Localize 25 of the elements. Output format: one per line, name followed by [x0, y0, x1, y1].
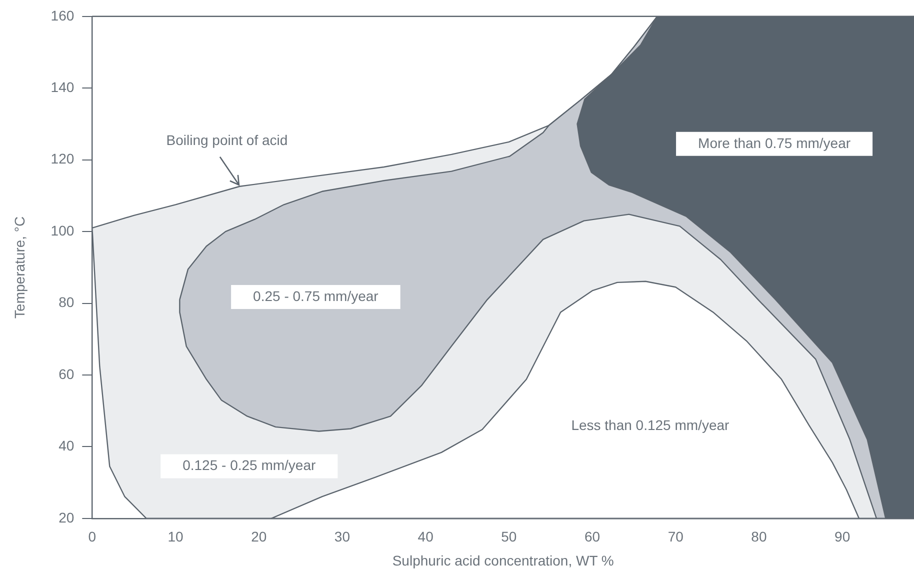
x-tick-label: 30 — [334, 528, 350, 545]
x-tick-label: 40 — [418, 528, 434, 545]
annotation: Less than 0.125 mm/year — [571, 416, 730, 433]
x-axis-title: Sulphuric acid concentration, WT % — [392, 552, 614, 568]
y-tick-label: 160 — [50, 7, 74, 24]
y-axis-title: Temperature, °C — [11, 216, 28, 318]
annotation: More than 0.75 mm/year — [698, 134, 851, 151]
x-tick-label: 20 — [251, 528, 267, 545]
y-tick-label: 40 — [58, 438, 74, 454]
x-tick-label: 0 — [88, 528, 96, 545]
x-tick-label: 70 — [668, 528, 684, 545]
y-tick-label: 60 — [58, 366, 74, 382]
annotation: 0.125 - 0.25 mm/year — [182, 457, 316, 474]
y-tick-label: 120 — [50, 150, 74, 167]
y-tick-label: 20 — [58, 509, 74, 526]
y-tick-label: 100 — [50, 222, 74, 238]
x-tick-label: 90 — [834, 528, 850, 545]
annotation: 0.25 - 0.75 mm/year — [253, 288, 379, 304]
x-tick-label: 80 — [751, 528, 767, 545]
y-tick-label: 140 — [50, 78, 74, 95]
x-tick-label: 50 — [501, 528, 517, 545]
y-tick-label: 80 — [58, 294, 74, 310]
x-tick-label: 10 — [168, 528, 184, 545]
annotation: Boiling point of acid — [166, 132, 288, 148]
x-tick-label: 60 — [584, 528, 600, 545]
